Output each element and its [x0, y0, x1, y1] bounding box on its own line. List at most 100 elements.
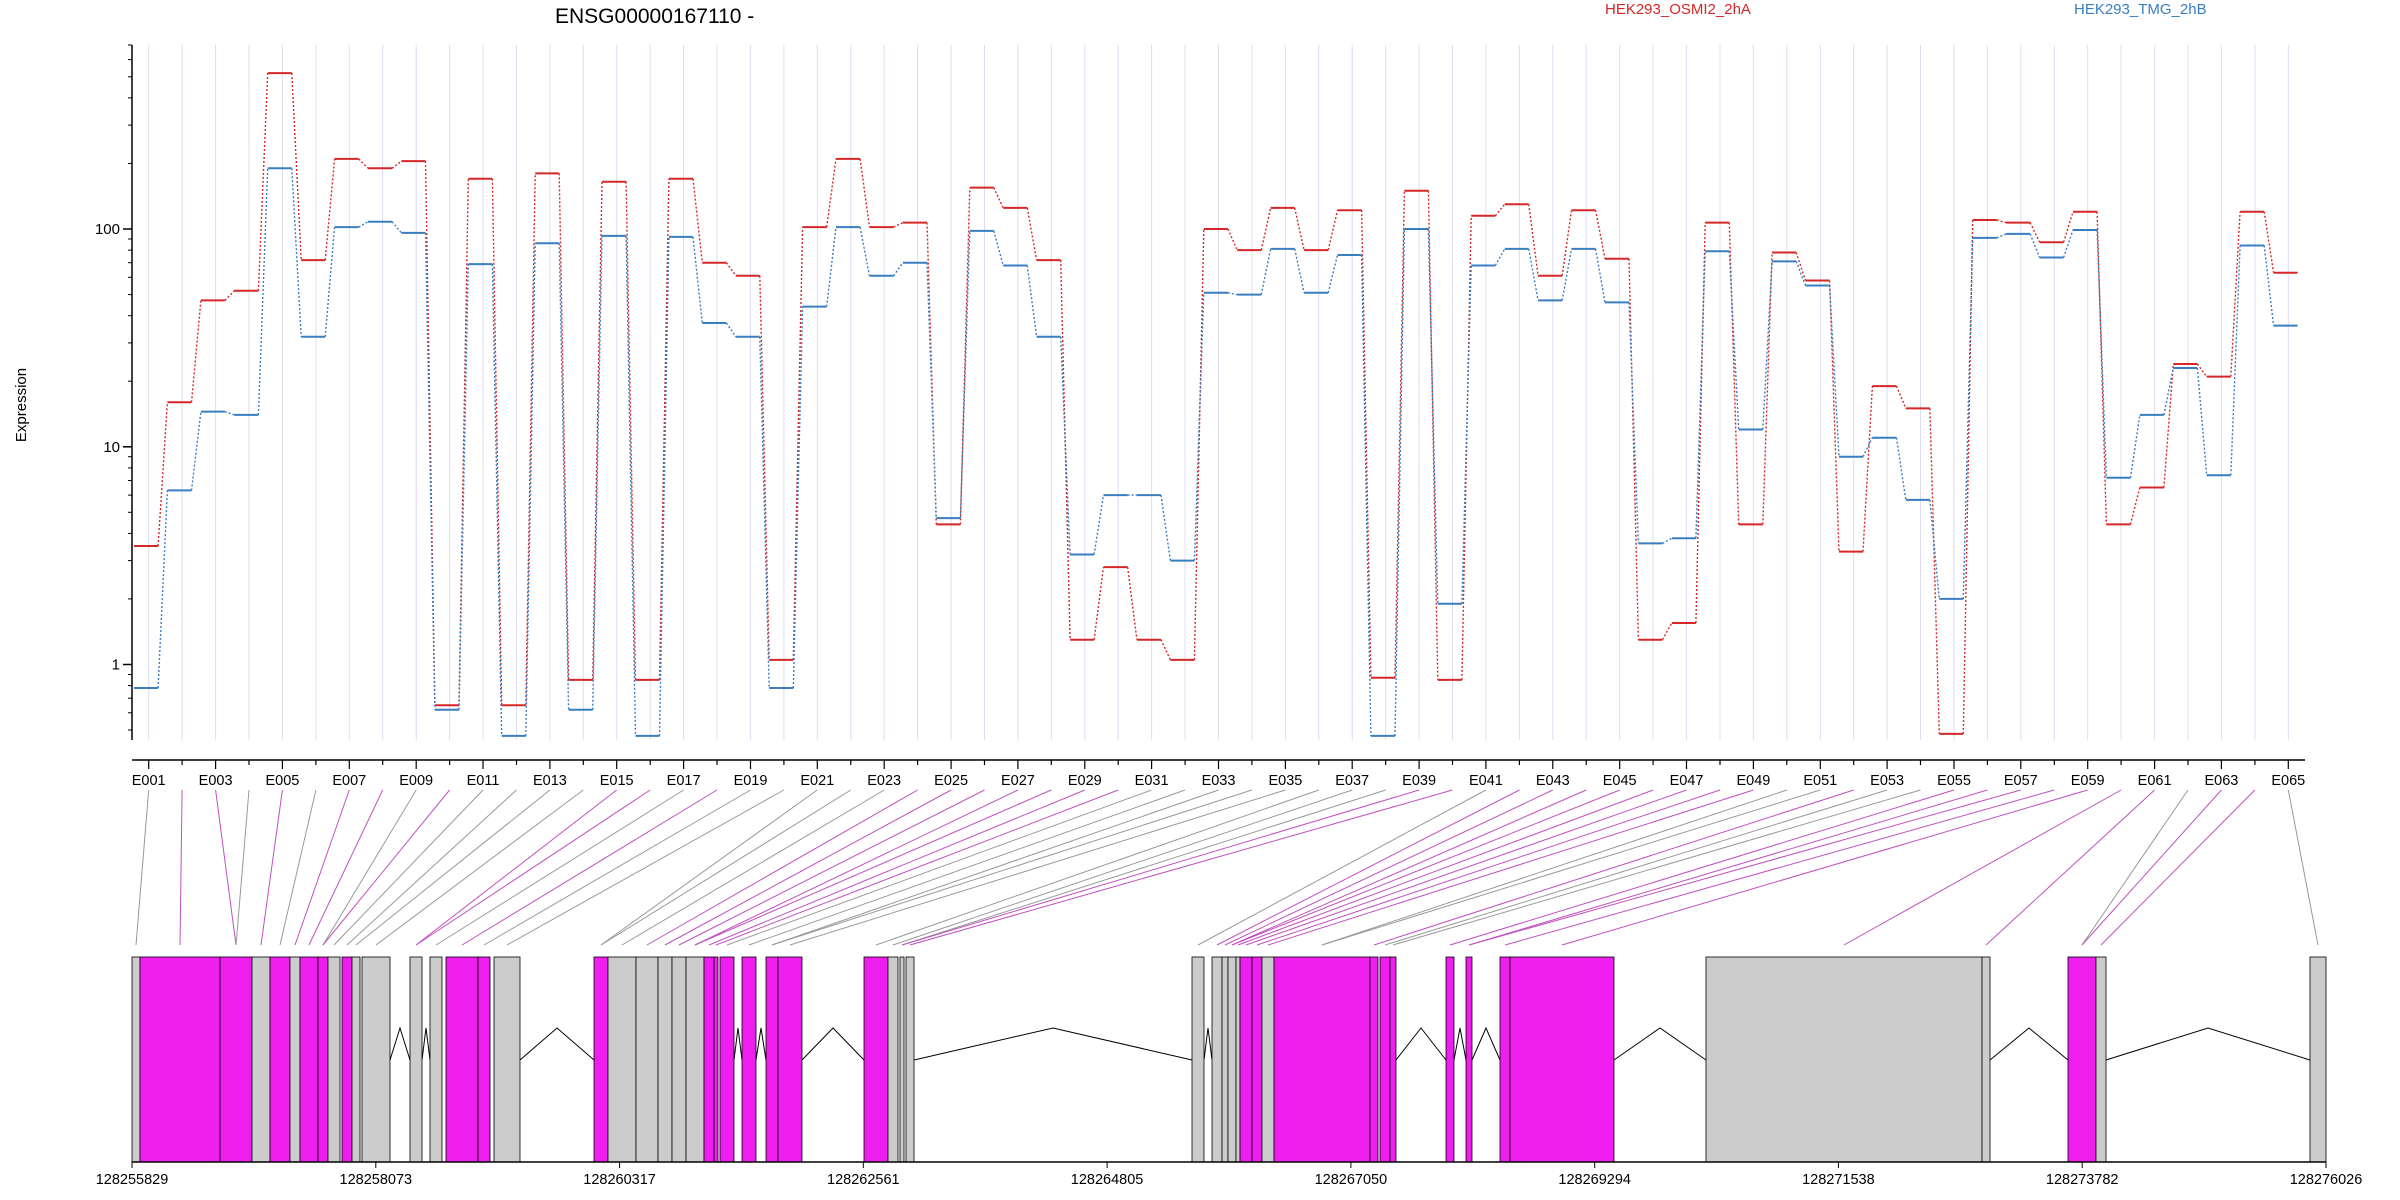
exon-connector	[771, 789, 1219, 946]
bin-transition	[1594, 248, 1606, 303]
intron	[1989, 1027, 2069, 1061]
bin-transition	[592, 235, 603, 710]
exon-block	[1465, 956, 1473, 1163]
exon-block	[327, 956, 341, 1163]
bin-transition	[1427, 228, 1439, 604]
exon-connector	[435, 789, 684, 946]
x-tick-label: E035	[1268, 773, 1302, 789]
exon-connector	[694, 789, 1052, 946]
bin-transition	[1728, 251, 1740, 430]
bin-transition	[1862, 437, 1874, 458]
exon-block	[477, 956, 491, 1163]
y-tick-label: 10	[103, 439, 120, 456]
x-tick-label: E045	[1603, 773, 1637, 789]
x-tick-label: E043	[1536, 773, 1570, 789]
bin-transition	[826, 227, 837, 307]
x-tick-label: E059	[2071, 773, 2105, 789]
intron	[1203, 1027, 1213, 1061]
bin-transition	[1561, 210, 1573, 276]
bin-transition	[157, 402, 169, 547]
x-tick-label: E015	[600, 773, 634, 789]
exon-block	[1221, 956, 1229, 1163]
x-tick-label: E047	[1670, 773, 1704, 789]
exon-connector	[294, 789, 350, 946]
exon-block	[131, 956, 141, 1163]
exon-connector	[1231, 789, 1620, 946]
exon-block	[219, 956, 253, 1163]
exon-block	[765, 956, 779, 1163]
bin-transition	[224, 290, 235, 301]
exon-block	[741, 956, 757, 1163]
bin-transition	[458, 264, 469, 710]
exon-connector	[1392, 789, 1921, 946]
x-tick-label: E001	[132, 773, 166, 789]
bin-transition	[2129, 414, 2141, 478]
exon-connector	[1267, 789, 1754, 946]
intron	[421, 1027, 431, 1061]
bin-transition	[792, 227, 804, 660]
exon-connector	[875, 789, 1319, 946]
exon-block	[493, 956, 521, 1163]
exon-block	[2095, 956, 2107, 1163]
bin-transition	[1427, 190, 1439, 680]
exon-connector	[1504, 789, 2055, 946]
exon-connector	[483, 789, 751, 946]
exon-block	[1273, 956, 1371, 1163]
exon-connector	[646, 789, 918, 946]
bin-transition	[1494, 248, 1506, 266]
x-tick-label: E007	[332, 773, 366, 789]
bin-transition	[491, 178, 503, 706]
bin-transition	[257, 168, 269, 415]
intron	[1395, 1027, 1447, 1061]
bin-transition	[826, 158, 837, 228]
x-tick-label: E063	[2204, 773, 2238, 789]
x-tick-label: E009	[399, 773, 433, 789]
bin-transition	[1795, 252, 1807, 281]
intron	[733, 1027, 743, 1061]
exon-block	[671, 956, 687, 1163]
bin-transition	[1528, 248, 1539, 301]
exon-connector	[892, 789, 1353, 946]
intron	[2105, 1027, 2311, 1061]
exon-block	[2309, 956, 2327, 1163]
exon-connector	[355, 789, 551, 946]
x-axis: E001 E003 E005 E007 E009 E011 E013 E015 E017 E019…	[132, 759, 2305, 789]
exon-connector	[2081, 789, 2189, 946]
exon-connector	[1245, 789, 1687, 946]
exon-block	[317, 956, 329, 1163]
bin-transition	[859, 226, 871, 276]
bin-transition	[993, 187, 1004, 209]
exon-block	[251, 956, 271, 1163]
exon-block	[445, 956, 479, 1163]
y-tick-label: 1	[112, 657, 120, 674]
bin-transition	[1260, 248, 1272, 295]
intron	[1453, 1027, 1467, 1061]
x-tick-label: E025	[934, 773, 968, 789]
x-tick-label: E017	[667, 773, 701, 789]
exon-connector	[415, 789, 651, 946]
exon-block	[863, 956, 889, 1163]
bin-transition	[291, 168, 302, 337]
x-tick-label: E051	[1803, 773, 1837, 789]
exon-block	[887, 956, 899, 1163]
exon-block	[777, 956, 803, 1163]
bin-gridlines	[148, 45, 2289, 740]
bin-transition	[592, 181, 603, 680]
exon-connector	[461, 789, 718, 946]
bin-transition	[1828, 280, 1840, 552]
bin-transition	[157, 490, 169, 689]
exon-block	[1705, 956, 1983, 1163]
exon-block	[1227, 956, 1237, 1163]
intron	[913, 1027, 1193, 1061]
exon-connector	[279, 789, 317, 946]
bin-transition	[491, 264, 503, 736]
bin-transition	[257, 73, 269, 291]
bin-transition	[1026, 207, 1038, 261]
x-tick-label: E005	[265, 773, 299, 789]
x-tick-label: E027	[1001, 773, 1035, 789]
coord-label: 128267050	[1315, 1172, 1388, 1188]
exon-connector	[179, 789, 183, 946]
bin-transition	[1227, 228, 1238, 251]
exon-connector	[664, 789, 952, 946]
